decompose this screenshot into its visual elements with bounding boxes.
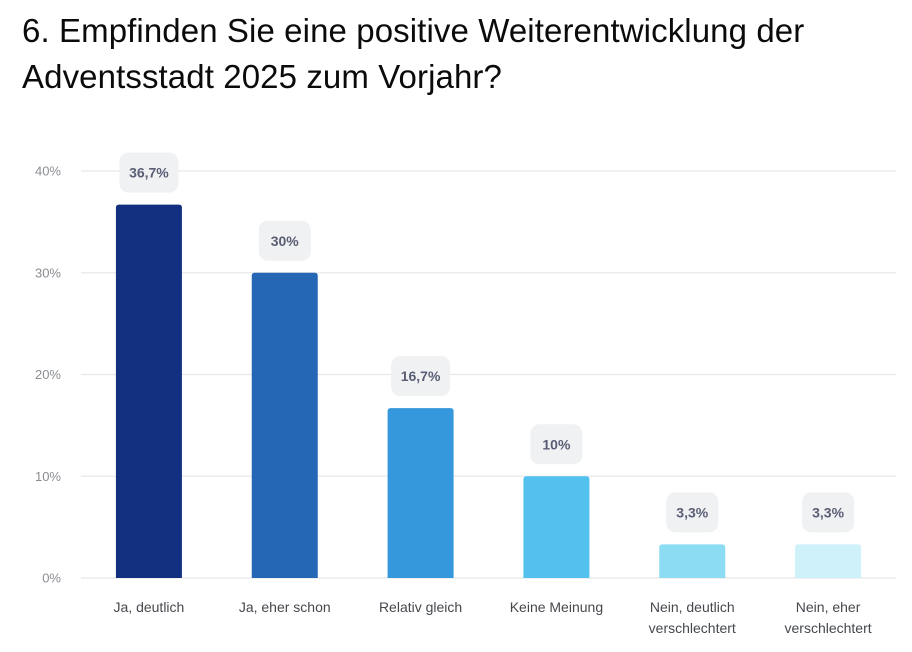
data-label-box	[802, 492, 855, 533]
x-tick-label: verschlechtert	[785, 620, 872, 636]
x-tick-label: Nein, deutlich	[650, 599, 735, 615]
data-label: 3,3%	[812, 504, 844, 520]
data-label: 16,7%	[401, 368, 441, 384]
bar	[251, 272, 318, 578]
data-label: 30%	[271, 233, 300, 249]
x-tick-label: Nein, eher	[796, 599, 861, 615]
bar	[115, 204, 182, 578]
data-label-box	[119, 152, 179, 193]
data-label: 36,7%	[129, 165, 169, 181]
gridlines	[81, 170, 896, 579]
x-axis-categories: Ja, deutlich Ja, eher schon Relativ gleich…	[114, 599, 872, 636]
bar	[659, 544, 726, 578]
data-label: 3,3%	[676, 504, 708, 520]
bars	[115, 204, 862, 578]
bar	[523, 476, 590, 578]
x-tick-label: verschlechtert	[649, 620, 736, 636]
data-label-box	[391, 356, 451, 397]
x-tick-label: Keine Meinung	[510, 599, 603, 615]
chart-title: 6. Empfinden Sie eine positive Weiterent…	[22, 12, 805, 95]
data-label: 10%	[542, 436, 571, 452]
y-tick-label: 10%	[35, 469, 61, 484]
data-label-box	[666, 492, 719, 533]
x-tick-label: Ja, deutlich	[114, 599, 185, 615]
x-tick-label: Ja, eher schon	[239, 599, 331, 615]
bar	[795, 544, 862, 578]
y-tick-label: 20%	[35, 367, 61, 382]
y-tick-label: 30%	[35, 265, 61, 280]
bar	[387, 408, 454, 578]
y-tick-label: 0%	[42, 571, 61, 586]
x-tick-label: Relativ gleich	[379, 599, 462, 615]
data-labels: 36,7% 30% 16,7% 10% 3,3% 3,3%	[119, 152, 855, 533]
y-tick-label: 40%	[35, 164, 61, 179]
data-label-box	[258, 220, 311, 261]
y-axis-ticks: 0% 10% 20% 30% 40%	[35, 164, 61, 586]
data-label-box	[530, 424, 583, 465]
